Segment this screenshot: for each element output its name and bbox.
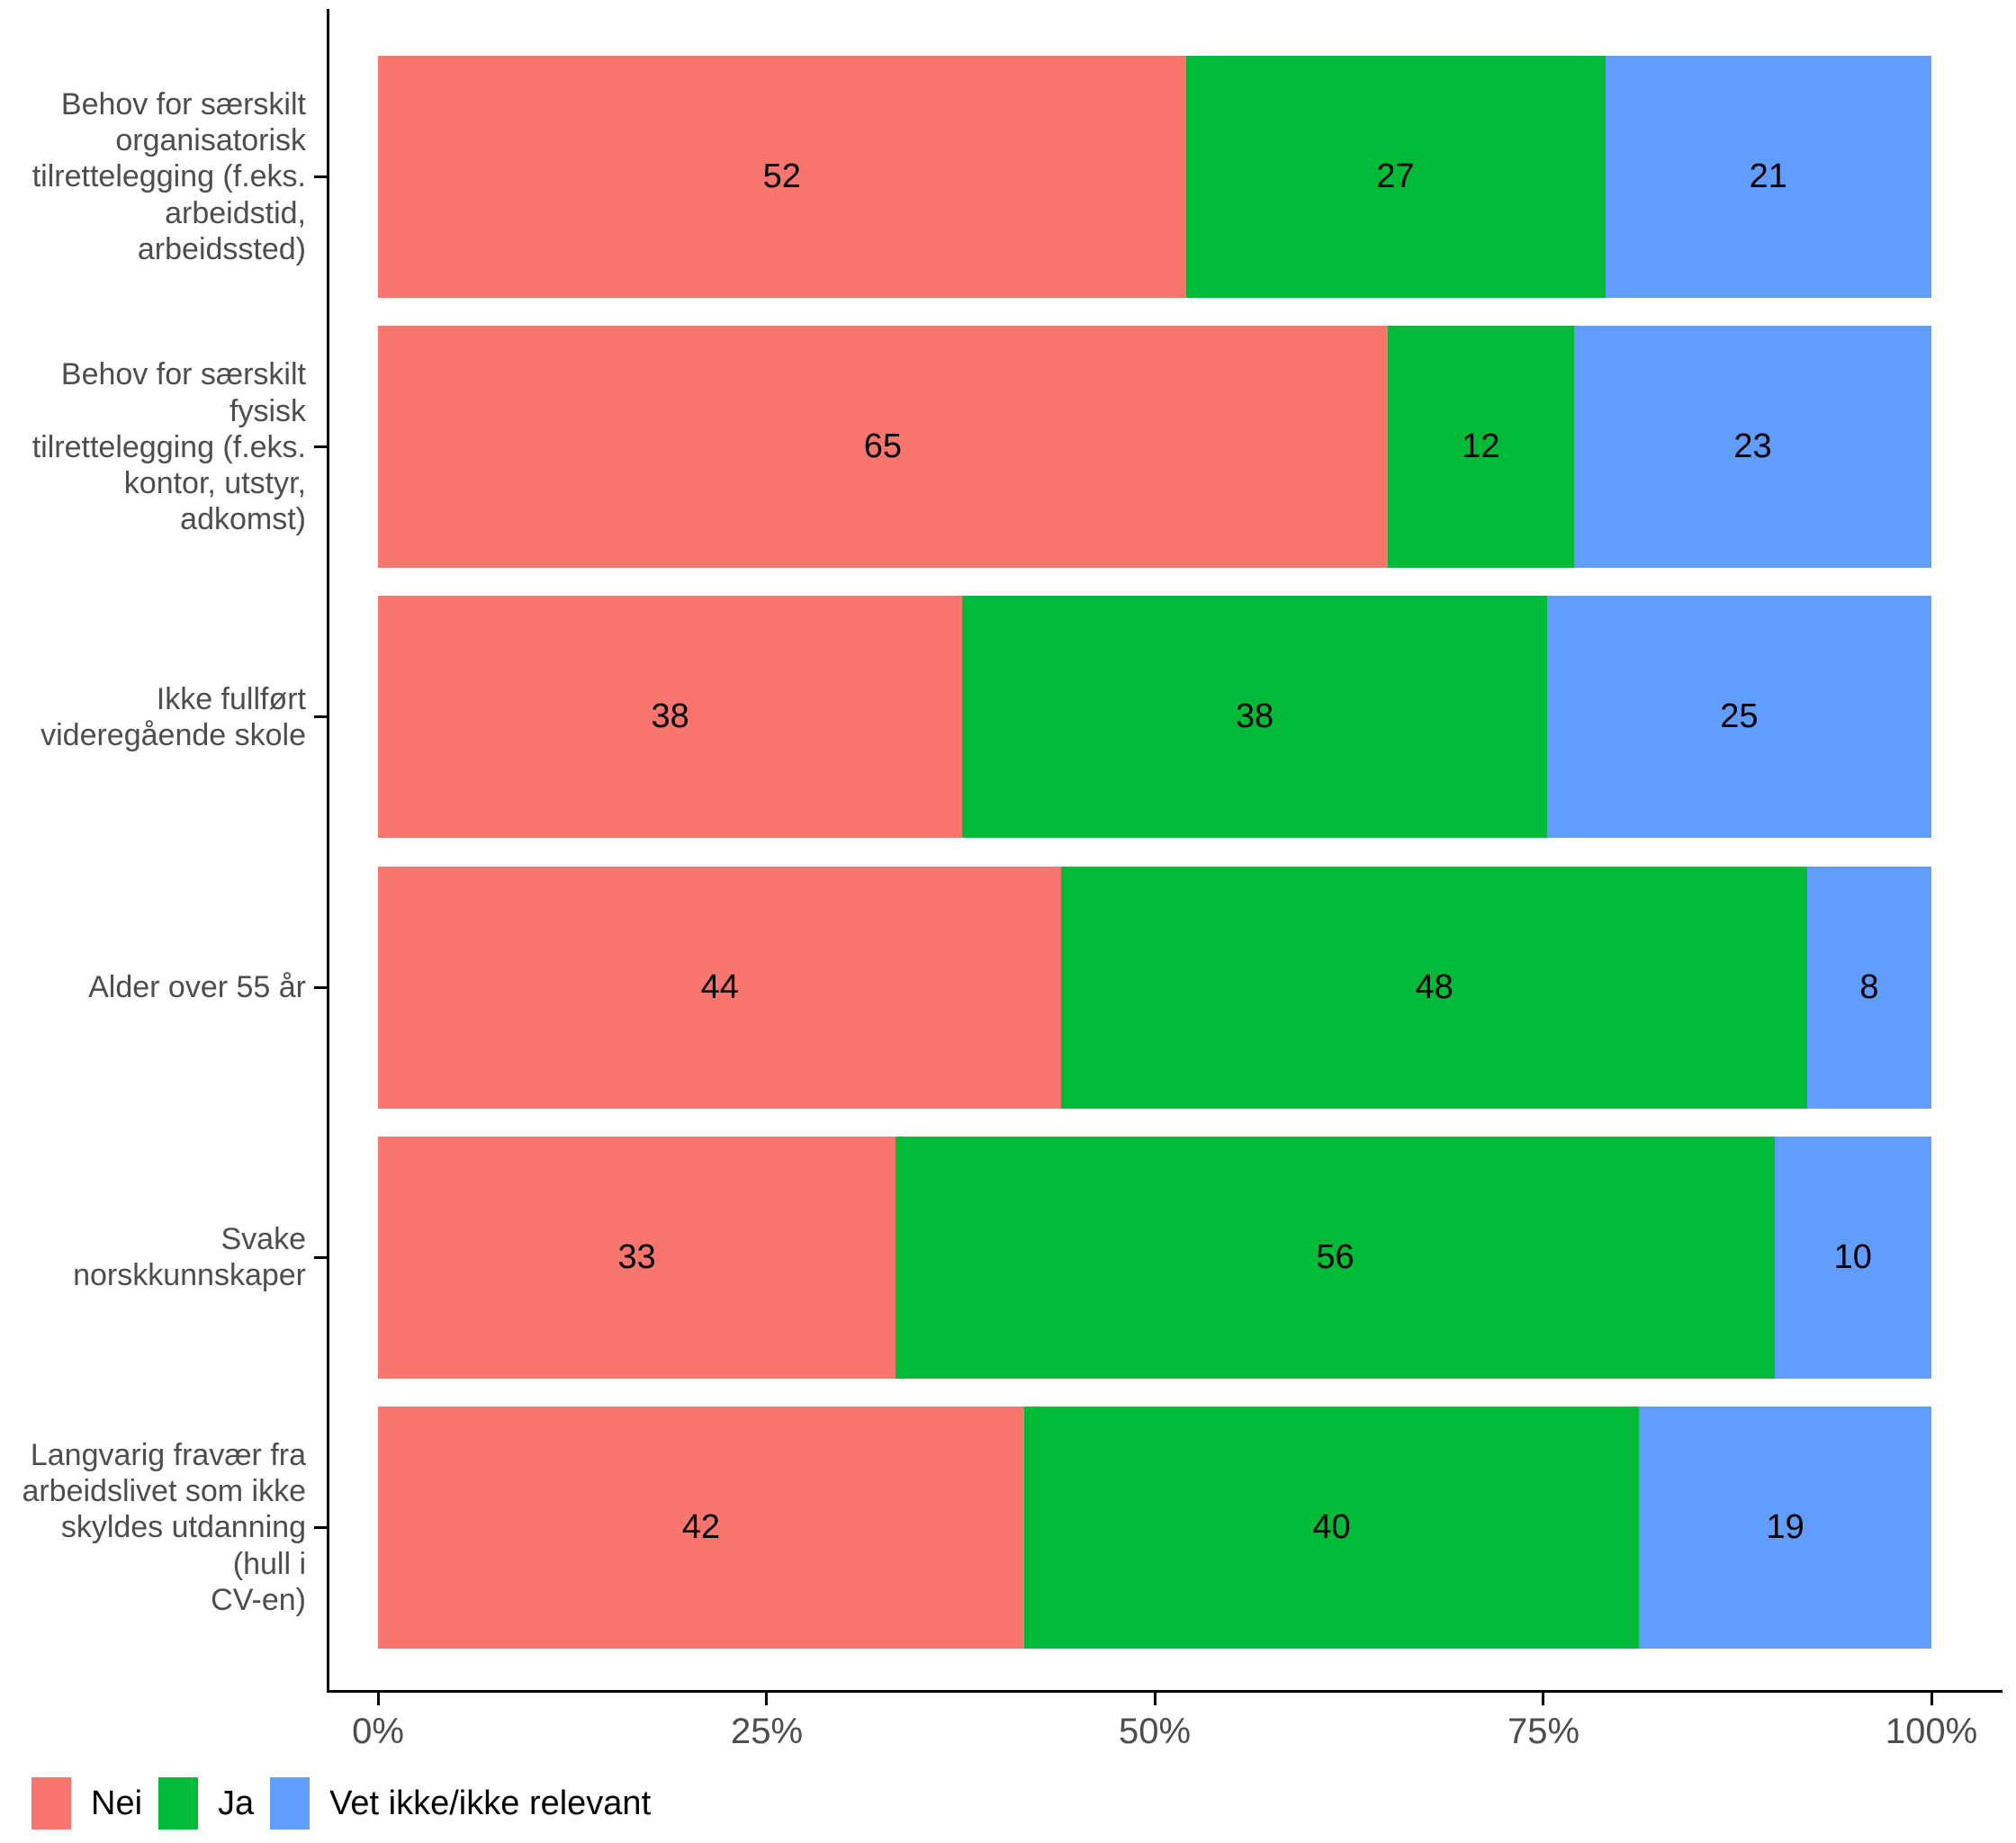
value-label: 19 <box>1766 1508 1804 1546</box>
bar-segment-ja: 12 <box>1387 326 1574 569</box>
bar-segment-nei: 52 <box>378 56 1186 298</box>
value-label: 65 <box>863 427 903 466</box>
value-label: 27 <box>1376 157 1415 195</box>
legend-key-vet-ikke <box>270 1777 310 1830</box>
y-tick <box>314 1256 327 1259</box>
y-tick <box>314 1526 327 1529</box>
legend-item-ja: Ja <box>158 1777 254 1830</box>
bar-row: 42 40 19 <box>378 1407 1931 1649</box>
bar-segment-vet-ikke: 8 <box>1806 866 1931 1109</box>
legend-key-nei <box>32 1777 71 1830</box>
category-label: Alder over 55 år <box>88 970 306 1005</box>
x-tick <box>1542 1693 1544 1705</box>
y-tick <box>314 986 327 989</box>
category-label: Svake norskkunnskaper <box>73 1222 306 1293</box>
legend-label: Ja <box>218 1784 255 1822</box>
bar-segment-ja: 38 <box>962 596 1547 839</box>
value-label: 38 <box>651 697 689 736</box>
value-label: 38 <box>1235 697 1274 736</box>
value-label: 33 <box>617 1237 656 1276</box>
legend-label: Vet ikke/ikke relevant <box>329 1784 652 1822</box>
legend: Nei Ja Vet ikke/ikke relevant <box>32 1777 667 1830</box>
x-tick <box>1154 1693 1156 1705</box>
x-tick <box>377 1693 380 1705</box>
value-label: 48 <box>1415 967 1454 1006</box>
legend-key-ja <box>158 1777 199 1830</box>
value-label: 42 <box>681 1508 720 1546</box>
bar-segment-ja: 48 <box>1061 866 1807 1109</box>
bar-row: 33 56 10 <box>378 1136 1931 1379</box>
bar-row: 65 12 23 <box>378 326 1931 569</box>
x-tick-label: 0% <box>352 1712 404 1751</box>
category-label: Ikke fullført videregående skole <box>40 681 306 752</box>
value-label: 23 <box>1733 427 1772 466</box>
x-tick <box>1930 1693 1933 1705</box>
value-label: 10 <box>1833 1237 1872 1276</box>
legend-item-vet-ikke: Vet ikke/ikke relevant <box>270 1777 651 1830</box>
value-label: 21 <box>1749 157 1787 195</box>
bar-segment-vet-ikke: 23 <box>1574 326 1931 569</box>
value-label: 25 <box>1720 697 1759 736</box>
bar-segment-vet-ikke: 25 <box>1546 596 1931 839</box>
legend-item-nei: Nei <box>32 1777 142 1830</box>
value-label: 44 <box>700 967 739 1006</box>
bar-segment-vet-ikke: 19 <box>1639 1407 1931 1649</box>
x-tick-label: 50% <box>1118 1712 1192 1751</box>
y-tick <box>314 715 327 718</box>
value-label: 40 <box>1312 1508 1351 1546</box>
bar-segment-vet-ikke: 21 <box>1605 56 1931 298</box>
value-label: 12 <box>1462 427 1500 466</box>
category-label: Langvarig fravær fra arbeidslivet som ik… <box>22 1438 306 1617</box>
x-tick-label: 75% <box>1507 1712 1580 1751</box>
y-tick <box>314 445 327 448</box>
bar-segment-nei: 38 <box>378 596 963 839</box>
bar-segment-nei: 33 <box>378 1136 896 1379</box>
bar-segment-ja: 27 <box>1185 56 1606 298</box>
value-label: 8 <box>1859 967 1879 1006</box>
bar-segment-vet-ikke: 10 <box>1774 1136 1931 1379</box>
x-tick <box>765 1693 768 1705</box>
y-tick <box>314 175 327 178</box>
value-label: 52 <box>762 157 801 195</box>
bar-segment-ja: 56 <box>896 1136 1775 1379</box>
value-label: 56 <box>1316 1237 1354 1276</box>
bar-segment-ja: 40 <box>1023 1407 1640 1649</box>
category-label: Behov for særskilt organisatorisk tilret… <box>32 87 306 266</box>
bar-row: 44 48 8 <box>378 866 1931 1109</box>
x-axis-spine <box>327 1690 2002 1693</box>
bar-segment-nei: 42 <box>378 1407 1024 1649</box>
bar-row: 52 27 21 <box>378 56 1931 298</box>
legend-label: Nei <box>91 1784 143 1822</box>
bar-row: 38 38 25 <box>378 596 1931 839</box>
x-tick-label: 25% <box>730 1712 804 1751</box>
bar-segment-nei: 65 <box>378 326 1388 569</box>
y-axis-spine <box>327 9 329 1693</box>
category-label: Behov for særskilt fysisk tilretteleggin… <box>32 357 306 536</box>
x-tick-label: 100% <box>1885 1712 1978 1751</box>
bar-segment-nei: 44 <box>378 866 1062 1109</box>
